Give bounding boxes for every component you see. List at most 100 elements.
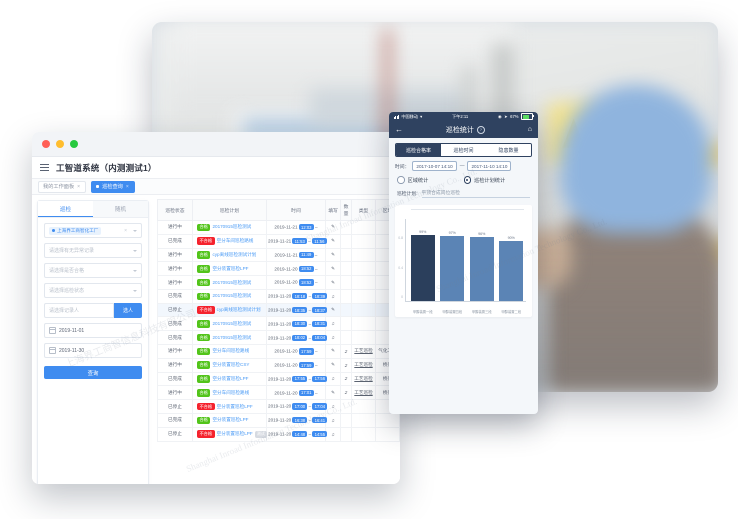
table-row[interactable]: 进行中 合格 20170915巡检测试 2019-11-20 18:52 – ✎ — [157, 275, 400, 290]
close-icon[interactable]: × — [77, 183, 81, 190]
search-button[interactable]: 查询 — [44, 366, 142, 379]
choose-person-button[interactable]: 选人 — [114, 303, 142, 318]
cell-type[interactable]: 工艺巡检 — [351, 357, 376, 373]
plan-link[interactable]: 20170915巡检测试 — [212, 320, 252, 326]
plan-link[interactable]: cyp离线巡检测试计划 — [212, 251, 257, 257]
close-icon[interactable]: × — [125, 183, 129, 190]
cell-fill-icon[interactable]: ✎ — [324, 220, 342, 235]
cell-type[interactable]: 工艺巡检 — [351, 344, 376, 359]
cell-plan[interactable]: 合格 20170915巡检测试 — [191, 288, 268, 304]
cell-fill-icon[interactable]: ♫ — [324, 371, 342, 387]
plan-link[interactable]: 空分装置巡检LPF — [212, 417, 249, 423]
table-row[interactable]: 已完成 合格 20170915巡检测试 2019-11-20 18:02 – 18:0… — [157, 330, 400, 346]
close-icon[interactable] — [42, 140, 50, 148]
segment-pass-rate[interactable]: 巡检合格率 — [396, 144, 441, 157]
cell-type[interactable] — [351, 261, 376, 277]
table-row[interactable]: 进行中 合格 空分车间巡检路线 2019-11-20 17:59 – ✎ 2 工艺巡检 气化… — [157, 344, 400, 359]
table-row[interactable]: 已完成 合格 空分装置巡检LPF 2019-11-20 17:55 – 17:56 ♫ 2… — [157, 371, 400, 387]
table-row[interactable]: 已完成 合格 20170915巡检测试 2019-11-20 18:18 – 18:3… — [157, 288, 400, 304]
cell-plan[interactable]: 不合格 cyp离线巡检测试计划 — [191, 302, 268, 318]
cell-type[interactable] — [351, 275, 376, 290]
cell-plan[interactable]: 合格 20170915巡检测试 — [191, 220, 268, 235]
qualified-select[interactable]: 请选择是否合格 — [44, 263, 142, 278]
cell-type[interactable] — [351, 220, 376, 235]
cell-plan[interactable]: 不合格 空分装置巡检LPF — [191, 399, 268, 414]
cell-plan[interactable]: 合格 cyp离线巡检测试计划 — [191, 247, 268, 263]
minimize-icon[interactable] — [56, 140, 64, 148]
cell-type[interactable]: 工艺巡检 — [351, 385, 376, 401]
plan-link[interactable]: 空分装置巡检LPF — [212, 265, 249, 271]
cell-fill-icon[interactable]: ✎ — [324, 344, 342, 359]
cell-type[interactable] — [351, 247, 376, 263]
segment-inspect-time[interactable]: 巡检时间 — [441, 144, 486, 157]
cell-fill-icon[interactable]: ♫ — [324, 412, 342, 428]
cell-type[interactable]: 工艺巡检 — [351, 371, 376, 387]
table-row[interactable]: 进行中 合格 20170915巡检测试 2019-11-21 12:03 – ✎ — [157, 220, 400, 235]
cell-plan[interactable]: 合格 空分车间巡检路线 — [191, 344, 268, 359]
recorder-input[interactable]: 请选择记录人 — [44, 303, 114, 318]
cell-fill-icon[interactable]: ♫ — [324, 399, 342, 414]
question-icon[interactable]: ? — [476, 125, 485, 134]
clear-icon[interactable]: × — [124, 227, 127, 234]
cell-type[interactable] — [351, 288, 376, 304]
cell-plan[interactable]: 合格 空分装置巡检LPF — [191, 412, 268, 428]
radio-plan-stat[interactable]: 巡检计划统计 — [463, 176, 531, 184]
radio-area-stat[interactable]: 区域统计 — [397, 176, 464, 184]
cell-type[interactable] — [351, 302, 376, 318]
abnormal-record-select[interactable]: 请选择有无异常记录 — [44, 243, 142, 258]
inspect-status-select[interactable]: 请选择巡检状态 — [44, 283, 142, 298]
table-row[interactable]: 进行中 合格 cyp离线巡检测试计划 2019-11-21 11:49 – ✎ — [157, 247, 400, 263]
table-row[interactable]: 进行中 合格 空分装置巡检CSY 2019-11-20 17:59 – ✎ 2 工艺巡检桥… — [157, 357, 400, 373]
cell-type[interactable] — [351, 426, 376, 442]
breadcrumb-tab-workbench[interactable]: 我的工作面板 × — [38, 180, 87, 193]
table-row[interactable]: 进行中 合格 空分车间巡检路线 2019-11-20 17:01 – ✎ 2 工艺巡检 桥梁 — [157, 385, 400, 401]
plan-link[interactable]: 空分车间巡检路线 — [216, 238, 254, 244]
cell-type[interactable] — [351, 233, 376, 249]
bar-item[interactable]: 99% — [410, 219, 435, 302]
plan-link[interactable]: 空分车间巡检路线 — [212, 389, 250, 395]
date-start-input[interactable]: 2019-11-01 — [44, 323, 142, 338]
hamburger-icon[interactable] — [40, 164, 49, 171]
cell-plan[interactable]: 合格 20170915巡检测试 — [191, 330, 268, 346]
table-row[interactable]: 已停止 不合格 cyp离线巡检测试计划 2019-11-20 18:35 – 18:3… — [157, 302, 400, 318]
plan-link[interactable]: 20170915巡检测试 — [212, 224, 252, 230]
bar-item[interactable]: 90% — [499, 219, 524, 302]
plan-link[interactable]: 20170915巡检测试 — [212, 293, 252, 299]
cell-plan[interactable]: 合格 20170915巡检测试 — [191, 275, 268, 290]
cell-fill-icon[interactable]: ♫ — [324, 330, 342, 346]
home-icon[interactable]: ⌂ — [527, 126, 532, 133]
cell-fill-icon[interactable]: ♫ — [324, 316, 342, 332]
table-row[interactable]: 已完成 合格 空分装置巡检LPF 2019-11-20 16:38 – 16:41 ♫ — [157, 412, 400, 428]
factory-select[interactable]: 上海界工商智化工厂 × — [44, 223, 142, 238]
table-row[interactable]: 已完成 不合格 空分车间巡检路线 2019-11-21 11:53 – 11:56 ✎ — [157, 233, 400, 249]
plan-link[interactable]: cyp离线巡检测试计划 — [216, 307, 261, 313]
breadcrumb-tab-inspection-query[interactable]: 巡检查询 × — [91, 180, 135, 193]
table-row[interactable]: 已完成 合格 20170915巡检测试 2019-11-20 18:30 – 18:3… — [157, 316, 400, 332]
cell-plan[interactable]: 合格 空分装置巡检LPF — [191, 261, 268, 277]
tab-random[interactable]: 随机 — [93, 201, 148, 217]
cell-plan[interactable]: 合格 20170915巡检测试 — [191, 316, 268, 332]
cell-type[interactable] — [351, 330, 376, 346]
cell-fill-icon[interactable]: ✎ — [324, 247, 342, 263]
mobile-date-end[interactable]: 2017-11-10 14:10 — [467, 161, 512, 172]
table-row[interactable]: 已停止 不合格 空分装置巡检LPF 2019-11-20 17:00 – 17:04 ♫ — [157, 399, 400, 414]
cell-type[interactable] — [351, 316, 376, 332]
table-row[interactable]: 已停止 不合格 空分装置巡检LPF 测试 2019-11-20 14:48 – 14:5… — [157, 426, 400, 442]
plan-link[interactable]: 空分车间巡检路线 — [212, 348, 250, 354]
plan-link[interactable]: 空分装置巡检LPF — [216, 403, 253, 409]
cell-type[interactable] — [351, 399, 376, 414]
cell-fill-icon[interactable]: ✎ — [324, 233, 342, 249]
cell-type[interactable] — [351, 412, 376, 428]
cell-fill-icon[interactable]: ♫ — [324, 426, 342, 442]
cell-fill-icon[interactable]: ✎ — [324, 261, 342, 277]
cell-plan[interactable]: 不合格 空分车间巡检路线 — [191, 233, 268, 249]
tab-inspection[interactable]: 巡检 — [38, 201, 93, 217]
cell-fill-icon[interactable]: ✎ — [324, 385, 342, 401]
table-row[interactable]: 进行中 合格 空分装置巡检LPF 2019-11-20 18:52 – ✎ — [157, 261, 400, 277]
bar-item[interactable]: 97% — [440, 219, 465, 302]
segment-hazard-count[interactable]: 隐患数量 — [486, 144, 531, 157]
plan-link[interactable]: 空分装置巡检LPF — [216, 431, 253, 437]
cell-plan[interactable]: 不合格 空分装置巡检LPF 测试 — [191, 426, 268, 442]
plan-link[interactable]: 20170915巡检测试 — [212, 334, 252, 340]
cell-plan[interactable]: 合格 空分车间巡检路线 — [191, 385, 268, 401]
